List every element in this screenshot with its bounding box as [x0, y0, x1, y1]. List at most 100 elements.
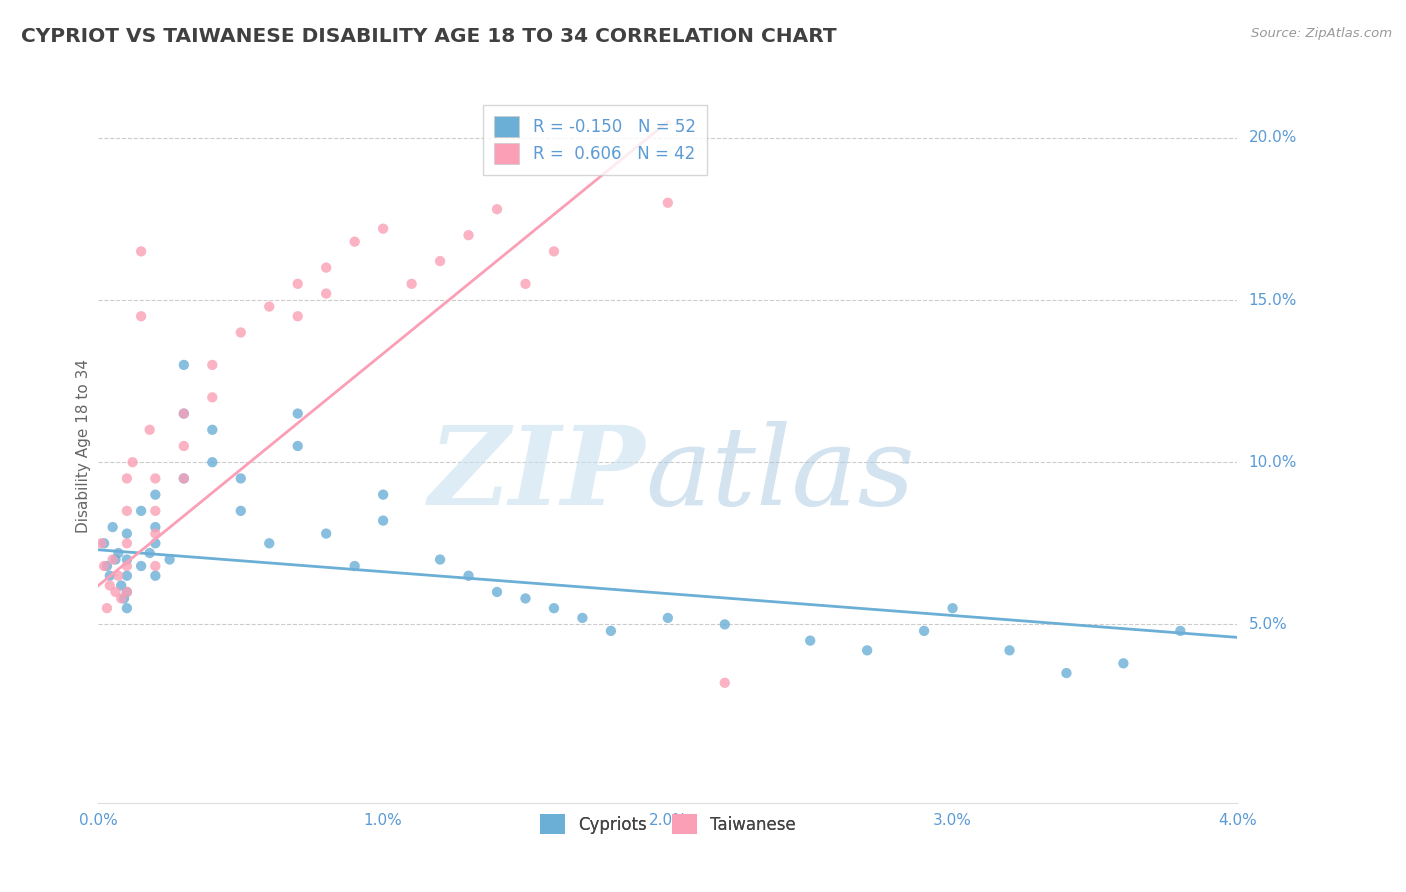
Point — [287, 407, 309, 421]
Point — [429, 254, 451, 268]
Point — [486, 585, 509, 599]
Point — [543, 244, 565, 259]
Point — [145, 488, 167, 502]
Point — [714, 675, 737, 690]
Point — [115, 585, 138, 599]
Point — [159, 552, 181, 566]
Point — [998, 643, 1021, 657]
Point — [515, 277, 537, 291]
Point — [259, 536, 281, 550]
Point — [96, 601, 118, 615]
Point — [201, 358, 224, 372]
Point — [115, 526, 138, 541]
Point — [287, 310, 309, 324]
Text: CYPRIOT VS TAIWANESE DISABILITY AGE 18 TO 34 CORRELATION CHART: CYPRIOT VS TAIWANESE DISABILITY AGE 18 T… — [21, 27, 837, 45]
Point — [1112, 657, 1135, 671]
Point — [115, 552, 138, 566]
Point — [98, 568, 121, 582]
Point — [1170, 624, 1192, 638]
Point — [107, 546, 129, 560]
Point — [129, 244, 152, 259]
Point — [138, 546, 160, 560]
Point — [543, 601, 565, 615]
Point — [173, 471, 195, 485]
Text: Source: ZipAtlas.com: Source: ZipAtlas.com — [1251, 27, 1392, 40]
Point — [486, 202, 509, 217]
Point — [90, 536, 112, 550]
Text: 5.0%: 5.0% — [1249, 617, 1286, 632]
Point — [110, 578, 132, 592]
Point — [112, 591, 135, 606]
Point — [343, 235, 366, 249]
Point — [856, 643, 879, 657]
Point — [138, 423, 160, 437]
Point — [173, 471, 195, 485]
Point — [371, 221, 394, 235]
Point — [714, 617, 737, 632]
Text: ZIP: ZIP — [429, 421, 645, 528]
Point — [201, 455, 224, 469]
Point — [201, 423, 224, 437]
Legend: Cypriots, Taiwanese: Cypriots, Taiwanese — [530, 804, 806, 845]
Point — [115, 601, 138, 615]
Point — [104, 552, 127, 566]
Point — [173, 407, 195, 421]
Point — [115, 471, 138, 485]
Point — [600, 624, 623, 638]
Point — [145, 536, 167, 550]
Point — [173, 407, 195, 421]
Point — [145, 568, 167, 582]
Point — [145, 520, 167, 534]
Point — [315, 286, 337, 301]
Point — [912, 624, 935, 638]
Point — [115, 568, 138, 582]
Point — [129, 504, 152, 518]
Point — [115, 559, 138, 574]
Point — [98, 578, 121, 592]
Point — [110, 591, 132, 606]
Point — [115, 536, 138, 550]
Point — [107, 568, 129, 582]
Text: 10.0%: 10.0% — [1249, 455, 1296, 470]
Point — [429, 552, 451, 566]
Point — [401, 277, 423, 291]
Point — [121, 455, 143, 469]
Point — [104, 585, 127, 599]
Point — [229, 471, 252, 485]
Point — [371, 514, 394, 528]
Point — [315, 526, 337, 541]
Point — [657, 195, 679, 210]
Point — [115, 504, 138, 518]
Point — [515, 591, 537, 606]
Point — [145, 559, 167, 574]
Point — [942, 601, 965, 615]
Text: atlas: atlas — [645, 421, 915, 528]
Point — [571, 611, 593, 625]
Point — [457, 568, 479, 582]
Text: 20.0%: 20.0% — [1249, 130, 1296, 145]
Point — [657, 611, 679, 625]
Point — [173, 439, 195, 453]
Point — [229, 326, 252, 340]
Point — [371, 488, 394, 502]
Point — [173, 358, 195, 372]
Y-axis label: Disability Age 18 to 34: Disability Age 18 to 34 — [76, 359, 91, 533]
Point — [93, 536, 115, 550]
Point — [799, 633, 821, 648]
Point — [96, 559, 118, 574]
Point — [129, 310, 152, 324]
Point — [93, 559, 115, 574]
Point — [115, 585, 138, 599]
Point — [145, 471, 167, 485]
Point — [1056, 666, 1078, 681]
Point — [457, 228, 479, 243]
Point — [287, 439, 309, 453]
Point — [287, 277, 309, 291]
Point — [145, 526, 167, 541]
Point — [201, 390, 224, 404]
Point — [315, 260, 337, 275]
Point — [101, 552, 124, 566]
Point — [229, 504, 252, 518]
Point — [259, 300, 281, 314]
Text: 15.0%: 15.0% — [1249, 293, 1296, 308]
